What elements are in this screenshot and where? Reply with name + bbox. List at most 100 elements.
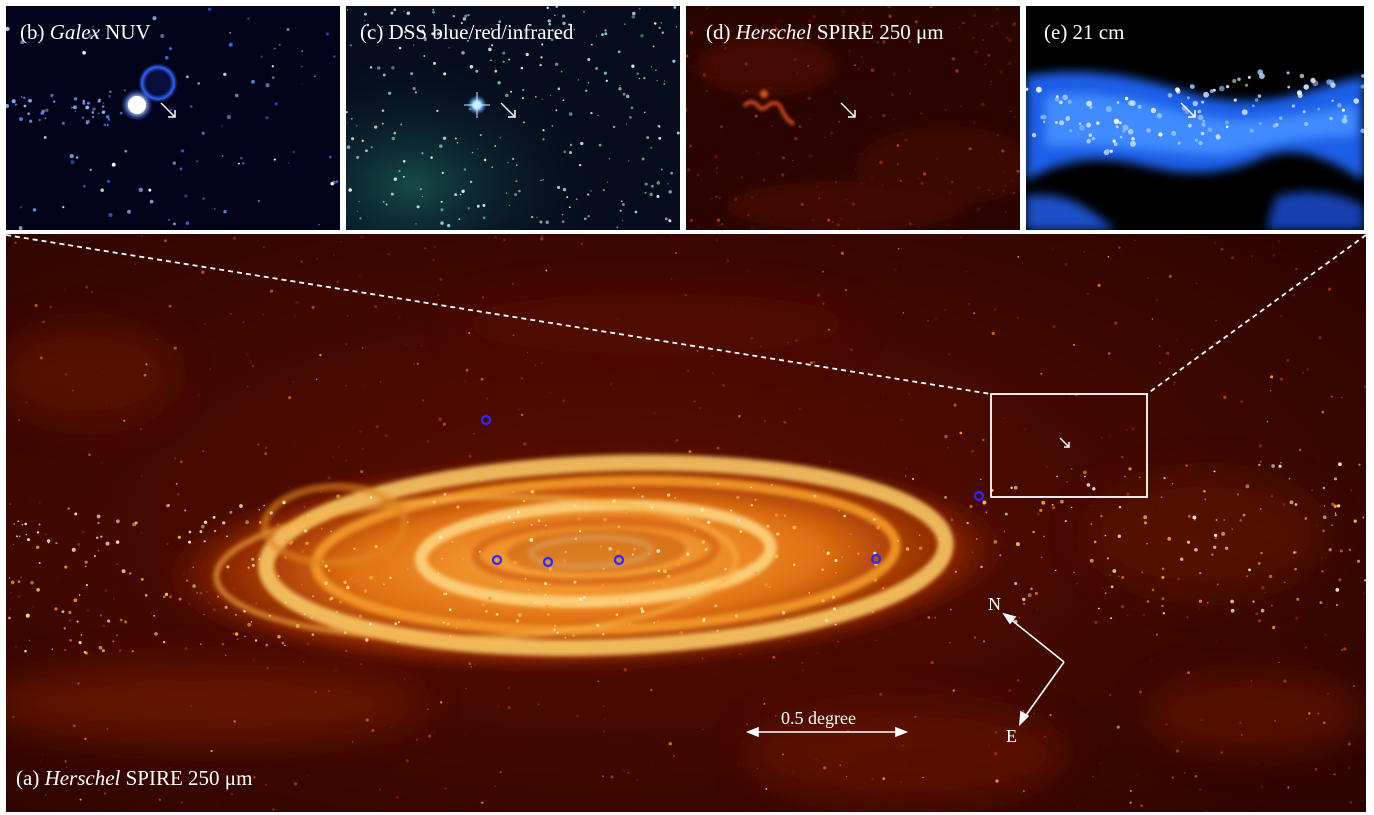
star-point bbox=[333, 55, 336, 58]
star-point bbox=[18, 535, 21, 538]
star-point bbox=[792, 159, 794, 162]
star-point bbox=[674, 496, 677, 499]
star-point bbox=[345, 385, 347, 387]
star-point bbox=[1191, 464, 1193, 467]
star-point bbox=[768, 87, 771, 89]
star-point bbox=[101, 370, 104, 373]
star-point bbox=[674, 252, 677, 255]
star-point bbox=[621, 200, 623, 202]
star-point bbox=[459, 193, 462, 196]
star-point bbox=[107, 619, 111, 623]
star-point bbox=[1244, 83, 1249, 87]
star-point bbox=[617, 50, 621, 54]
star-point bbox=[1094, 620, 1098, 624]
star-point bbox=[71, 106, 73, 109]
star-point bbox=[662, 741, 665, 744]
star-point bbox=[201, 270, 205, 274]
star-point bbox=[1322, 529, 1325, 533]
star-point bbox=[984, 63, 987, 66]
star-point bbox=[1292, 294, 1295, 297]
star-point bbox=[223, 72, 227, 76]
panel-c-label: (c) DSS blue/red/infrared bbox=[360, 20, 574, 44]
star-point bbox=[545, 269, 548, 272]
star-point bbox=[432, 259, 435, 262]
star-point bbox=[1112, 569, 1117, 573]
star-point bbox=[398, 170, 401, 173]
star-point bbox=[25, 401, 28, 404]
star-point bbox=[1257, 94, 1262, 98]
star-point bbox=[800, 202, 804, 206]
star-point bbox=[605, 79, 608, 82]
star-point bbox=[311, 633, 315, 637]
star-point bbox=[716, 218, 721, 222]
star-point bbox=[929, 429, 931, 431]
star-point bbox=[575, 511, 579, 514]
star-point bbox=[443, 592, 446, 596]
star-point bbox=[1022, 597, 1026, 602]
star-point bbox=[288, 396, 292, 400]
star-point bbox=[711, 372, 714, 374]
star-point bbox=[873, 518, 876, 521]
star-point bbox=[463, 168, 467, 171]
star-point bbox=[1349, 801, 1353, 804]
star-point bbox=[390, 11, 394, 15]
star-point bbox=[46, 539, 51, 543]
star-point bbox=[1075, 582, 1078, 585]
star-point bbox=[168, 218, 170, 221]
star-point bbox=[1016, 678, 1020, 682]
star-point bbox=[1279, 116, 1283, 120]
star-point bbox=[273, 158, 276, 161]
star-point bbox=[365, 718, 369, 722]
star-point bbox=[400, 123, 403, 126]
star-point bbox=[61, 121, 65, 125]
star-point bbox=[911, 477, 915, 481]
star-point bbox=[824, 136, 826, 138]
star-point bbox=[356, 255, 359, 257]
star-point bbox=[746, 271, 749, 273]
star-point bbox=[1270, 604, 1273, 607]
star-point bbox=[1316, 458, 1319, 460]
star-point bbox=[167, 503, 171, 507]
star-point bbox=[480, 377, 484, 381]
star-point bbox=[686, 54, 689, 58]
star-point bbox=[1097, 607, 1100, 610]
star-point bbox=[675, 439, 679, 442]
star-point bbox=[598, 143, 602, 147]
star-point bbox=[475, 69, 479, 73]
star-point bbox=[314, 690, 317, 694]
star-point bbox=[499, 137, 501, 139]
star-point bbox=[469, 65, 474, 69]
star-point bbox=[14, 103, 18, 106]
star-point bbox=[1167, 93, 1173, 98]
star-point bbox=[975, 151, 978, 153]
star-point bbox=[808, 118, 811, 121]
star-point bbox=[100, 535, 103, 538]
star-point bbox=[314, 75, 316, 77]
star-point bbox=[412, 87, 416, 91]
star-point bbox=[36, 545, 40, 549]
star-point bbox=[595, 35, 598, 37]
star-point bbox=[1201, 122, 1206, 127]
star-point bbox=[88, 773, 91, 776]
star-point bbox=[502, 51, 506, 55]
star-point bbox=[832, 245, 835, 247]
star-point bbox=[511, 157, 515, 161]
star-point bbox=[1014, 581, 1018, 586]
star-point bbox=[423, 55, 426, 57]
star-point bbox=[381, 122, 384, 125]
star-point bbox=[1010, 179, 1014, 183]
star-point bbox=[247, 622, 252, 627]
star-point bbox=[618, 87, 622, 91]
star-point bbox=[252, 659, 256, 662]
star-point bbox=[327, 569, 331, 572]
star-point bbox=[888, 14, 892, 18]
star-point bbox=[687, 517, 690, 520]
star-point bbox=[736, 495, 740, 500]
star-point bbox=[239, 504, 243, 508]
star-point bbox=[704, 548, 708, 552]
star-point bbox=[1116, 101, 1120, 104]
star-point bbox=[955, 69, 959, 73]
star-point bbox=[716, 239, 718, 241]
star-point bbox=[687, 369, 690, 372]
star-point bbox=[1036, 86, 1042, 93]
